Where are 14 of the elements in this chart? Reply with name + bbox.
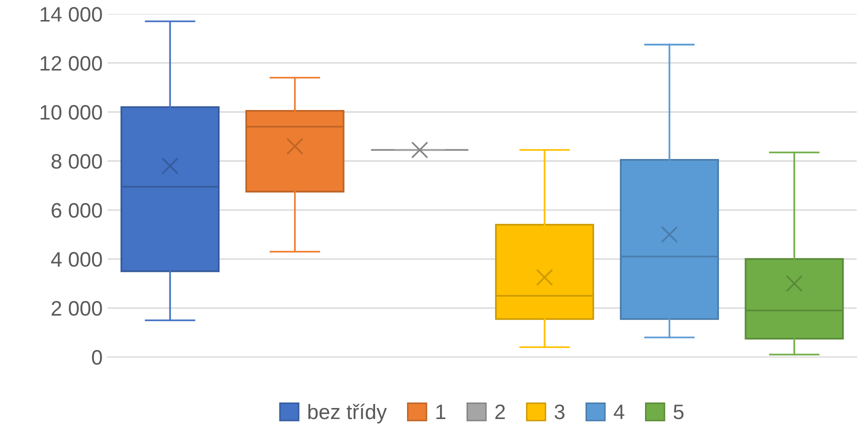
y-tick-label: 0 xyxy=(92,350,102,365)
y-tick-label: 10 000 xyxy=(40,105,102,120)
y-tick-label: 14 000 xyxy=(40,6,102,22)
y-tick-label: 6 000 xyxy=(52,203,102,218)
legend-label: 4 xyxy=(614,404,624,420)
legend-label: 5 xyxy=(674,404,684,420)
y-tick-label: 2 000 xyxy=(52,301,102,316)
y-tick-label: 8 000 xyxy=(52,154,102,169)
legend-label: 1 xyxy=(436,404,446,420)
y-tick-label: 4 000 xyxy=(51,252,102,267)
legend-label: bez třídy xyxy=(308,404,387,424)
y-tick-label: 12 000 xyxy=(40,56,102,71)
legend-label: 2 xyxy=(495,404,505,420)
legend-label: 3 xyxy=(554,404,564,420)
